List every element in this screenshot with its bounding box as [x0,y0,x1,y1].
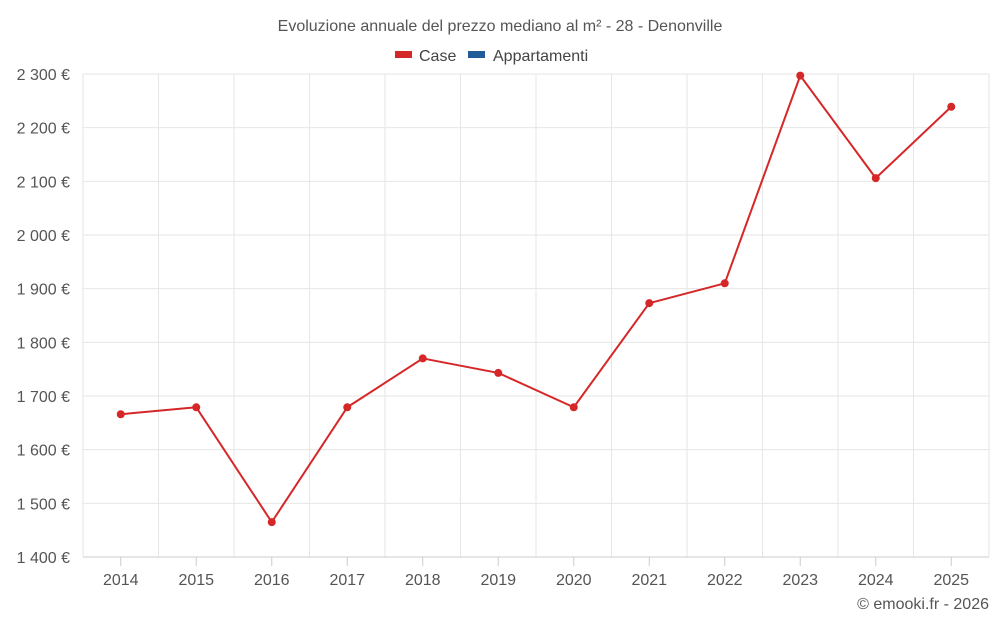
series-case [116,71,956,527]
data-point-2024[interactable] [871,174,880,183]
y-tick-label: 1 700 € [17,389,70,406]
legend-label-appartamenti: Appartamenti [493,48,588,65]
data-point-2016[interactable] [267,518,276,527]
grid [82,73,990,557]
legend-label-case: Case [419,48,456,65]
x-axis-ticks: 2014 2015 2016 2017 2018 2019 2020 2021 2022 2023… [103,557,969,589]
series-line-case [120,74,952,524]
y-tick-label: 1 600 € [17,443,70,460]
x-tick-label: 2017 [329,572,365,589]
y-tick-label: 2 300 € [17,67,70,84]
data-point-2019[interactable] [494,368,503,377]
x-tick-label: 2023 [782,572,818,589]
x-tick-label: 2025 [933,572,969,589]
x-tick-label: 2022 [707,572,743,589]
x-tick-label: 2016 [254,572,290,589]
credit-text: © emooki.fr - 2026 [857,596,989,613]
x-tick-label: 2014 [103,572,139,589]
data-point-2025[interactable] [947,102,956,111]
x-tick-label: 2020 [556,572,592,589]
y-tick-label: 2 200 € [17,121,70,138]
y-axis-ticks: 1 400 € 1 500 € 1 600 € 1 700 € 1 800 € 1 900… [17,67,70,567]
data-point-2014[interactable] [116,410,125,419]
legend-item-appartamenti[interactable]: Appartamenti [468,48,588,65]
legend-swatch-case [395,51,412,58]
x-tick-label: 2021 [631,572,667,589]
legend-swatch-appartamenti [468,51,485,58]
y-tick-label: 1 400 € [17,550,70,567]
data-point-2022[interactable] [720,279,729,288]
y-tick-label: 1 900 € [17,282,70,299]
y-tick-label: 2 000 € [17,228,70,245]
x-tick-label: 2019 [480,572,516,589]
data-point-2018[interactable] [418,354,427,363]
legend-item-case[interactable]: Case [395,48,456,65]
data-point-2021[interactable] [645,299,654,308]
data-point-2015[interactable] [192,403,201,412]
data-point-2017[interactable] [343,403,352,412]
chart-title: Evoluzione annuale del prezzo mediano al… [278,18,723,35]
data-point-2020[interactable] [569,403,578,412]
data-point-2023[interactable] [796,71,805,80]
x-tick-label: 2018 [405,572,441,589]
x-tick-label: 2015 [178,572,214,589]
y-tick-label: 1 500 € [17,496,70,513]
legend: Case Appartamenti [395,48,588,65]
y-tick-label: 1 800 € [17,335,70,352]
y-tick-label: 2 100 € [17,174,70,191]
x-tick-label: 2024 [858,572,894,589]
